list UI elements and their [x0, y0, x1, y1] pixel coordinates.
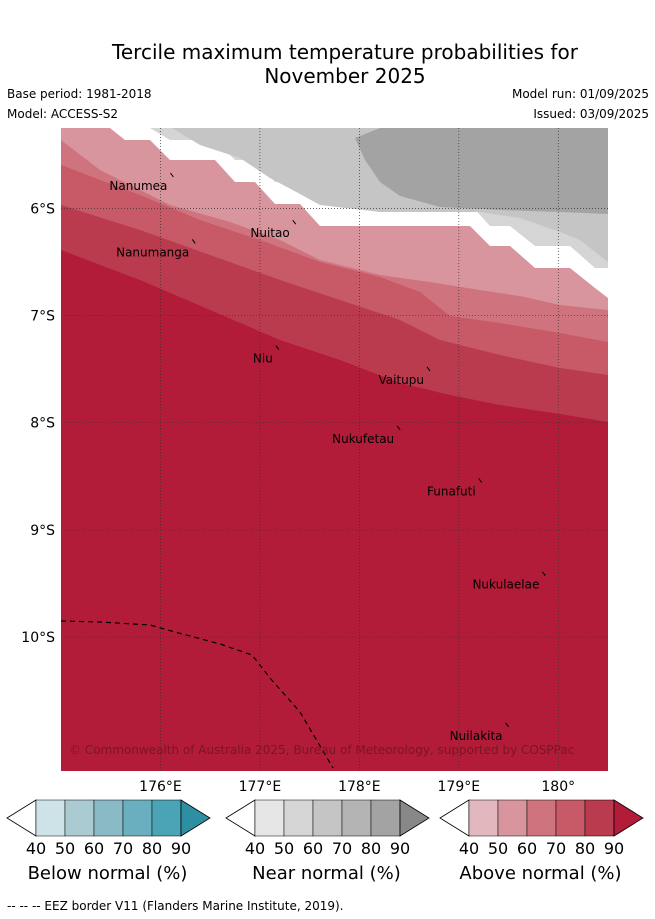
colorbar-tick-label: 70: [546, 839, 566, 858]
copyright-notice: © Commonwealth of Australia 2025, Bureau…: [69, 743, 574, 757]
latitude-tick-label: 9°S: [30, 523, 55, 539]
colorbar-segment: [555, 799, 586, 837]
latitude-tick-label: 7°S: [30, 309, 55, 325]
colorbar-tick-label: 40: [245, 839, 265, 858]
eez-border: [60, 620, 334, 769]
island-label: Nanumanga: [116, 245, 189, 259]
colorbar-segment: [584, 799, 615, 837]
island-marker: [426, 366, 431, 372]
island-labels: Nanumea Nanumanga Nuitao Niu Vaitupu Nukufeta…: [109, 172, 546, 743]
island-label: Nukulaelae: [472, 578, 539, 592]
latitude-tick-label: 6°S: [30, 201, 55, 217]
colorbar-extend-low: [6, 799, 37, 837]
colorbar-segment: [254, 799, 285, 837]
colorbar-tick-label: 50: [274, 839, 294, 858]
colorbar-tick-label: 90: [171, 839, 191, 858]
longitude-tick-label: 180°: [541, 779, 575, 795]
colorbar-tick-label: 40: [26, 839, 46, 858]
colorbar-extend-high: [399, 799, 430, 837]
colorbar-segment: [497, 799, 528, 837]
colorbar-tick-label: 70: [332, 839, 352, 858]
island-label: Vaitupu: [378, 373, 424, 387]
eez-footnote: -- -- -- EEZ border V11 (Flanders Marine…: [7, 899, 344, 913]
colorbars: 40 50 60 70 80 90 40 50 60 70 80 90 40 50 60 70 80 90: [6, 799, 644, 858]
island-marker: [292, 219, 297, 225]
latitude-tick-labels: 6°S 7°S 8°S 9°S 10°S: [21, 201, 55, 646]
colorbar-tick-label: 90: [604, 839, 624, 858]
colorbar-segment: [93, 799, 124, 837]
model-run: Model run: 01/09/2025: [511, 87, 649, 101]
island-label: Nukufetau: [332, 432, 394, 446]
colorbar-tick-label: 40: [459, 839, 479, 858]
chart-title: Tercile maximum temperature probabilitie…: [0, 40, 655, 88]
colorbar: 40 50 60 70 80 90: [225, 799, 430, 858]
colorbar-tick-label: 60: [303, 839, 323, 858]
colorbar-label-near: Near normal (%): [252, 863, 401, 884]
colorbar-tick-label: 80: [575, 839, 595, 858]
colorbar-tick-label: 80: [361, 839, 381, 858]
colorbar: 40 50 60 70 80 90: [439, 799, 644, 858]
colorbar: 40 50 60 70 80 90: [6, 799, 211, 858]
colorbar-segment: [341, 799, 372, 837]
island-marker: [191, 239, 196, 244]
colorbar-extend-high: [613, 799, 644, 837]
colorbar-label-below: Below normal (%): [27, 863, 188, 884]
latitude-tick-label: 8°S: [30, 416, 55, 432]
colorbar-segment: [468, 799, 499, 837]
base-period: Base period: 1981-2018: [7, 87, 152, 101]
longitude-tick-label: 176°E: [139, 779, 182, 795]
probability-fill: [61, 128, 608, 771]
island-marker: [170, 172, 174, 178]
latitude-tick-label: 10°S: [21, 630, 55, 646]
longitude-tick-labels: 176°E 177°E 178°E 179°E 180°: [139, 779, 575, 795]
colorbar-extend-low: [439, 799, 470, 837]
colorbar-tick-label: 50: [488, 839, 508, 858]
island-label: Funafuti: [427, 484, 476, 498]
longitude-tick-label: 178°E: [338, 779, 381, 795]
longitude-tick-label: 179°E: [438, 779, 481, 795]
island-label: Niu: [253, 352, 273, 366]
colorbar-tick-label: 80: [142, 839, 162, 858]
model-name: Model: ACCESS-S2: [7, 107, 119, 121]
island-marker: [478, 478, 483, 483]
island-label: Nanumea: [109, 179, 167, 193]
title-line-1: Tercile maximum temperature probabilitie…: [112, 40, 578, 64]
issued-date: Issued: 03/09/2025: [533, 107, 649, 121]
colorbar-segment: [35, 799, 66, 837]
colorbar-tick-label: 60: [517, 839, 537, 858]
colorbar-tick-label: 50: [55, 839, 75, 858]
colorbar-label-above: Above normal (%): [459, 863, 622, 884]
island-marker: [396, 425, 401, 431]
island-label: Nuilakita: [450, 729, 503, 743]
colorbar-tick-label: 60: [84, 839, 104, 858]
graticule: [61, 128, 608, 771]
colorbar-segment: [283, 799, 314, 837]
colorbar-segment: [122, 799, 153, 837]
colorbar-segment: [526, 799, 557, 837]
title-line-2: November 2025: [264, 64, 426, 88]
colorbar-tick-label: 90: [390, 839, 410, 858]
colorbar-segment: [370, 799, 401, 837]
island-label: Nuitao: [250, 226, 289, 240]
island-marker: [275, 345, 280, 350]
longitude-tick-label: 177°E: [239, 779, 282, 795]
colorbar-segment: [312, 799, 343, 837]
island-marker: [505, 722, 509, 728]
colorbar-extend-high: [180, 799, 211, 837]
colorbar-extend-low: [225, 799, 256, 837]
colorbar-segment: [64, 799, 95, 837]
island-marker: [541, 571, 546, 576]
colorbar-segment: [151, 799, 182, 837]
colorbar-tick-label: 70: [113, 839, 133, 858]
